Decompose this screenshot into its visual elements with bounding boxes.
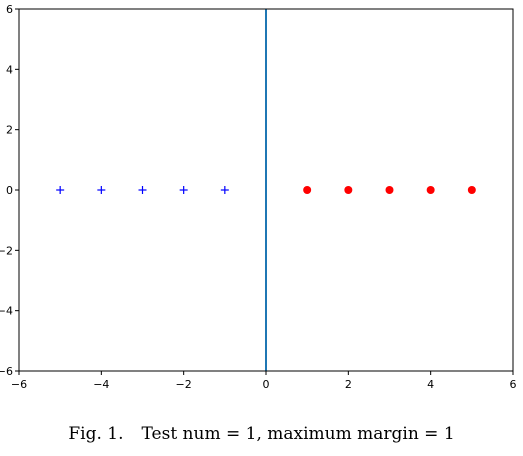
y-tick-label: −2 bbox=[0, 244, 13, 257]
plus-point bbox=[179, 186, 188, 194]
axes: −6 −4 −2 0 2 4 6 −6 −4 −2 0 2 4 6 bbox=[0, 3, 517, 391]
scatter-chart: −6 −4 −2 0 2 4 6 −6 −4 −2 0 2 4 6 bbox=[0, 3, 517, 391]
figure-caption-text: Test num = 1, maximum margin = 1 bbox=[141, 424, 455, 444]
x-tick-label: −6 bbox=[11, 378, 27, 391]
y-tick-label: −4 bbox=[0, 305, 13, 318]
circle-point bbox=[344, 186, 353, 194]
plus-point bbox=[220, 186, 229, 194]
y-tick-label: 4 bbox=[6, 63, 13, 76]
plus-point bbox=[138, 186, 147, 194]
y-tick-label: 6 bbox=[6, 3, 13, 16]
x-tick-label: −2 bbox=[176, 378, 192, 391]
plus-point bbox=[97, 186, 106, 194]
plus-point bbox=[56, 186, 65, 194]
data-points bbox=[56, 186, 476, 194]
circle-point bbox=[303, 186, 312, 194]
y-tick-label: 2 bbox=[6, 124, 13, 137]
circle-point bbox=[385, 186, 394, 194]
y-tick-label: 0 bbox=[6, 184, 13, 197]
x-tick-label: 2 bbox=[345, 378, 352, 391]
x-tick-label: 4 bbox=[427, 378, 434, 391]
x-tick-label: 0 bbox=[263, 378, 270, 391]
x-tick-label: 6 bbox=[510, 378, 517, 391]
circle-point bbox=[467, 186, 476, 194]
figure-number: Fig. 1. bbox=[68, 424, 124, 444]
circle-point bbox=[426, 186, 435, 194]
figure-caption: Fig. 1. Test num = 1, maximum margin = 1 bbox=[0, 424, 523, 444]
y-tick-label: −6 bbox=[0, 365, 13, 378]
x-tick-label: −4 bbox=[93, 378, 109, 391]
